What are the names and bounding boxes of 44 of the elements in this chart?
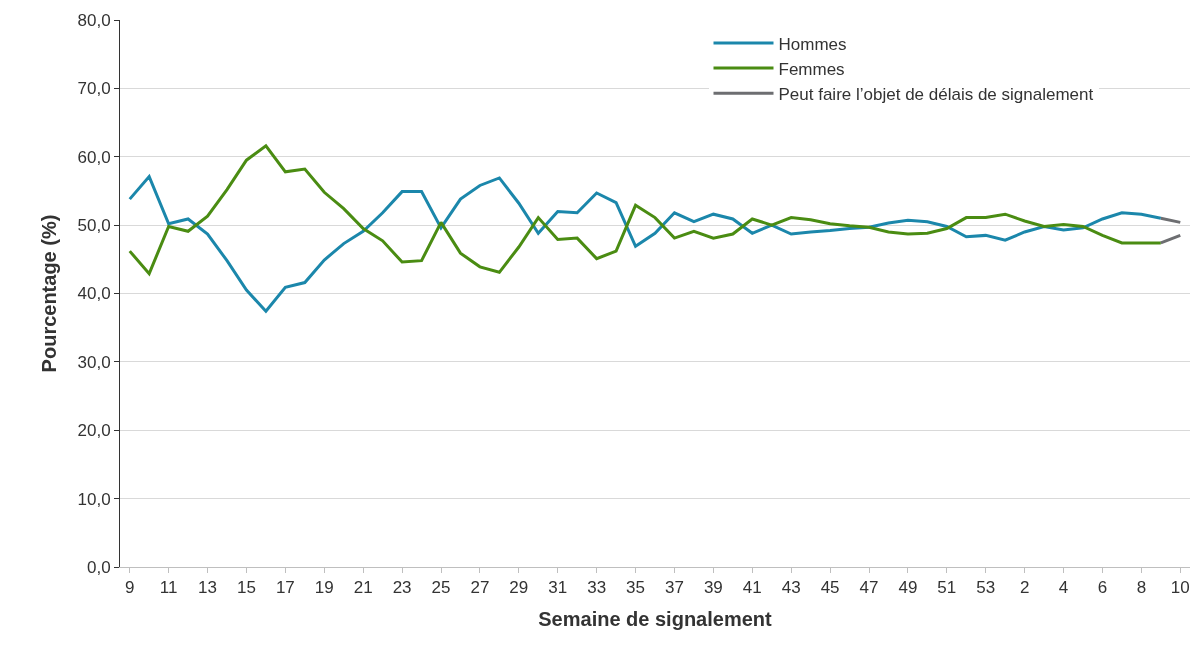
x-tick-label: 23 (392, 578, 412, 598)
x-tick-label: 31 (548, 578, 568, 598)
x-tick-label: 19 (314, 578, 334, 598)
x-tick-label: 10 (1170, 578, 1190, 598)
x-tick-label: 11 (159, 578, 178, 598)
x-tick-label: 33 (587, 578, 607, 598)
x-tick-label: 25 (431, 578, 451, 598)
x-tick-label: 47 (859, 578, 879, 598)
y-tick-label: 30,0 (77, 352, 111, 372)
x-tick-label: 39 (703, 578, 723, 598)
y-tick-label: 40,0 (77, 284, 111, 304)
x-tick-label: 51 (937, 578, 957, 598)
y-tick-label: 0,0 (86, 557, 111, 577)
x-tick-label: 15 (236, 578, 256, 598)
x-axis-title: Semaine de signalement (538, 607, 773, 630)
line-series (128, 175, 1163, 313)
legend-label: Femmes (778, 59, 845, 79)
legend-label: Hommes (778, 34, 847, 54)
y-tick-label: 20,0 (77, 421, 111, 441)
x-tick-label: 6 (1097, 578, 1108, 598)
x-tick-label: 27 (470, 578, 490, 598)
x-tick-label: 43 (781, 578, 801, 598)
y-tick-label: 70,0 (77, 79, 111, 99)
x-tick-label: 41 (742, 578, 762, 598)
y-tick-label: 80,0 (77, 10, 111, 30)
line-series (128, 144, 1163, 276)
x-tick-label: 4 (1058, 578, 1069, 598)
x-tick-label: 53 (976, 578, 996, 598)
legend-label: Peut faire l’objet de délais de signalement (778, 84, 1094, 104)
x-tick-label: 21 (353, 578, 373, 598)
y-tick-label: 10,0 (77, 489, 111, 509)
x-tick-label: 37 (664, 578, 684, 598)
y-tick-label: 60,0 (77, 147, 111, 167)
y-tick-label: 50,0 (77, 216, 111, 236)
x-tick-label: 2 (1019, 578, 1030, 598)
x-tick-label: 35 (626, 578, 646, 598)
x-tick-label: 17 (275, 578, 295, 598)
x-tick-label: 13 (198, 578, 218, 598)
x-tick-label: 9 (125, 578, 135, 598)
x-tick-label: 8 (1136, 578, 1147, 598)
x-tick-label: 45 (820, 578, 840, 598)
y-axis-title: Pourcentage (%) (38, 214, 61, 373)
x-tick-label: 49 (898, 578, 918, 598)
x-tick-label: 29 (509, 578, 529, 598)
